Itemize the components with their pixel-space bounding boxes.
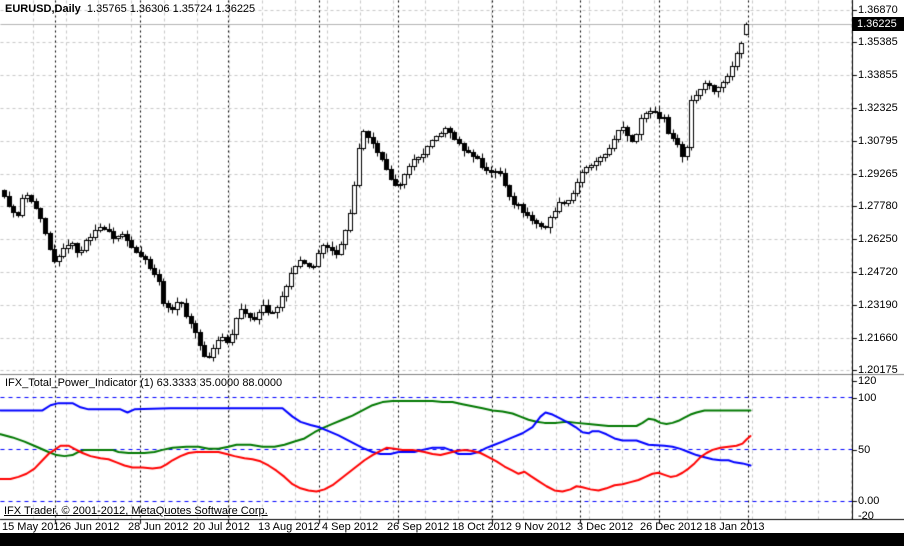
indicator-title: IFX_Total_Power_Indicator (1) 63.3333 35… [5, 377, 282, 389]
ohlc-close: 1.36225 [215, 3, 256, 15]
ohlc-high: 1.36306 [129, 3, 170, 15]
price-axis-label: 1.32325 [858, 101, 898, 114]
indicator-axis-label: 50 [858, 444, 871, 456]
indicator-params: (1) [140, 377, 154, 389]
indicator-value-3: 88.0000 [242, 377, 283, 389]
window-bottom-border [0, 533, 904, 546]
price-axis-label: 1.30795 [858, 134, 898, 147]
indicator-axis-label: -20 [858, 510, 874, 522]
copyright-link[interactable]: IFX Trader, © 2001-2012, MetaQuotes Soft… [4, 505, 268, 517]
indicator-value-1: 63.3333 [156, 377, 197, 389]
ohlc-open: 1.35765 [86, 3, 127, 15]
time-axis-label: 26 Sep 2012 [387, 521, 450, 533]
symbol-timeframe-label: EURUSD,Daily [5, 3, 81, 15]
price-axis-label: 1.27780 [858, 199, 898, 212]
indicator-axis-label: 0.00 [858, 495, 880, 507]
price-axis-label: 1.24720 [858, 265, 898, 278]
price-axis-label: 1.21660 [858, 331, 898, 344]
chart-title: EURUSD,Daily 1.35765 1.36306 1.35724 1.3… [5, 3, 255, 15]
time-axis-label: 6 Jun 2012 [65, 521, 120, 533]
price-axis-label: 1.29265 [858, 167, 898, 180]
time-axis-label: 3 Dec 2012 [577, 521, 634, 533]
time-axis-label: 20 Jul 2012 [193, 521, 250, 533]
price-axis-label: 1.35385 [858, 35, 898, 48]
time-axis-label: 15 May 2012 [2, 521, 66, 533]
time-axis-label: 28 Jun 2012 [128, 521, 189, 533]
time-axis-label: 13 Aug 2012 [258, 521, 320, 533]
time-axis-label: 18 Oct 2012 [452, 521, 512, 533]
indicator-axis-label: 120 [858, 375, 877, 387]
price-axis-label: 1.33855 [858, 68, 898, 81]
ohlc-low: 1.35724 [172, 3, 213, 15]
time-axis-label: 18 Jan 2013 [704, 521, 765, 533]
time-axis-label: 26 Dec 2012 [640, 521, 703, 533]
indicator-axis-label: 100 [858, 392, 877, 404]
current-price-badge: 1.36225 [852, 17, 904, 31]
time-axis-label: 9 Nov 2012 [515, 521, 572, 533]
price-axis-label: 1.20175 [858, 364, 898, 376]
price-axis-label: 1.36870 [858, 3, 898, 16]
indicator-name: IFX_Total_Power_Indicator [5, 377, 138, 389]
price-axis-label: 1.23190 [858, 298, 898, 311]
price-axis-label: 1.26250 [858, 232, 898, 245]
time-axis-label: 4 Sep 2012 [322, 521, 379, 533]
indicator-value-2: 35.0000 [199, 377, 240, 389]
